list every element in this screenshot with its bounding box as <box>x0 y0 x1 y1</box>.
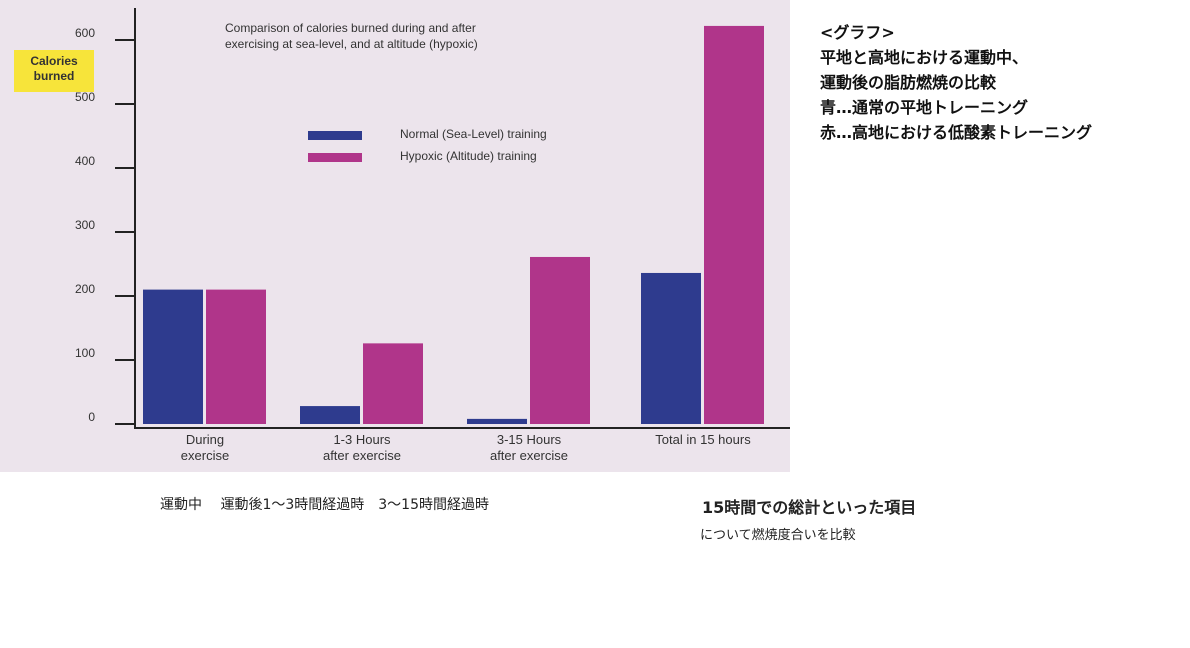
y-tick-label: 300 <box>75 218 95 232</box>
y-tick-label: 0 <box>88 410 95 424</box>
caption-labels: 運動中 運動後1〜3時間経過時 3〜15時間経過時 <box>160 497 489 513</box>
chart: Comparison of calories burned during and… <box>0 0 790 472</box>
bar <box>363 343 423 424</box>
bar <box>641 272 701 424</box>
y-axis-label: Calories burned <box>30 54 78 83</box>
bar <box>704 25 764 424</box>
caption-sub: について燃焼度合いを比較 <box>700 528 856 543</box>
bar <box>530 256 590 424</box>
x-tick-label: 1-3 Hours after exercise <box>322 432 402 463</box>
notes: <グラフ> 平地と高地における運動中、 運動後の脂肪燃焼の比較 青…通常の平地ト… <box>820 20 1092 145</box>
chart-title: Comparison of calories burned during and… <box>225 21 478 51</box>
bar <box>467 418 527 424</box>
y-tick-label: 600 <box>75 26 95 40</box>
bar <box>143 289 203 424</box>
x-tick-label: During exercise <box>180 432 230 463</box>
notes-heading: <グラフ> <box>820 23 895 42</box>
y-tick-label: 200 <box>75 282 95 296</box>
legend-swatch <box>308 153 362 162</box>
y-label-box <box>14 50 94 92</box>
y-tick-label: 100 <box>75 346 95 360</box>
x-tick-label: 3-15 Hours after exercise <box>489 432 569 463</box>
legend-label: Normal (Sea-Level) training <box>400 127 547 141</box>
note-line: 赤…高地における低酸素トレーニング <box>820 123 1093 142</box>
note-line: 運動後の脂肪燃焼の比較 <box>820 73 997 92</box>
bar <box>206 289 266 424</box>
caption-bold: 15時間での総計といった項目 <box>702 498 917 517</box>
note-line: 平地と高地における運動中、 <box>820 48 1029 67</box>
y-tick-label: 500 <box>75 90 95 104</box>
y-tick-label: 400 <box>75 154 95 168</box>
legend-label: Hypoxic (Altitude) training <box>400 149 537 163</box>
note-line: 青…通常の平地トレーニング <box>820 98 1029 117</box>
x-tick-label: Total in 15 hours <box>655 432 751 447</box>
bar <box>300 406 360 424</box>
legend-swatch <box>308 131 362 140</box>
